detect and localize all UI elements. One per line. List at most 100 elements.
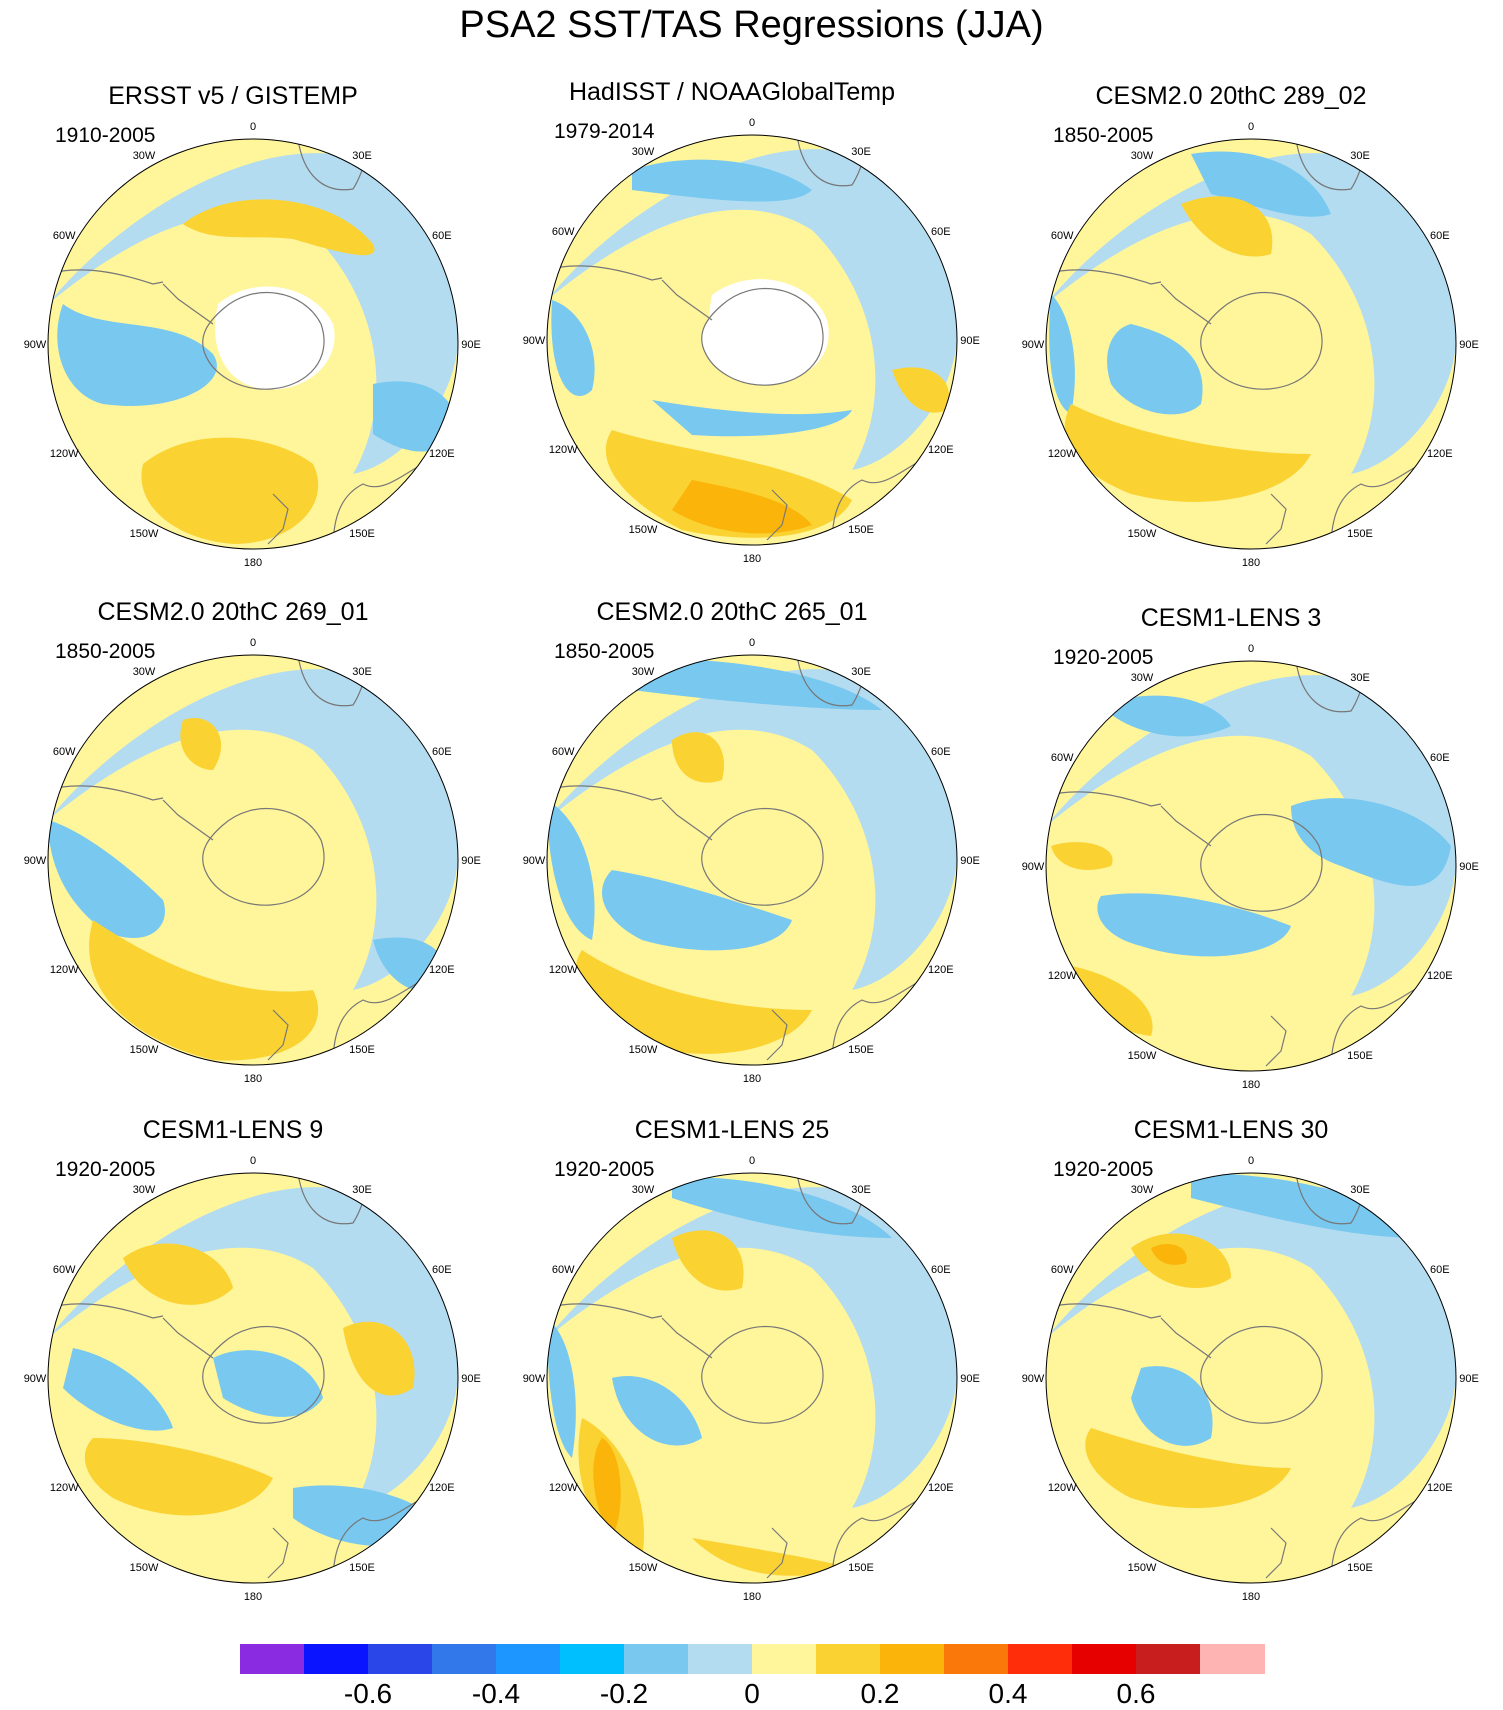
new-zealand-coastline: [1265, 493, 1287, 545]
longitude-label: 60E: [432, 1264, 452, 1276]
sst-contour-region: [672, 480, 812, 534]
panel-title: CESM1-LENS 9: [142, 1116, 324, 1144]
sst-contour-region: [1191, 1173, 1421, 1238]
colorbar-tick-label: 0.2: [860, 1678, 900, 1709]
longitude-label: 30E: [851, 1184, 871, 1196]
longitude-label: 60E: [931, 1264, 951, 1276]
sst-contour-region: [547, 669, 957, 990]
longitude-label: 180: [244, 1073, 262, 1085]
sst-contour-region: [547, 149, 957, 470]
map-border: [1045, 138, 1457, 550]
longitude-label: 90W: [523, 855, 546, 867]
sst-contour-region: [343, 1321, 415, 1396]
longitude-label: 120W: [50, 1482, 79, 1494]
sst-contour-region: [1151, 1243, 1187, 1265]
longitude-label: 30E: [352, 666, 372, 678]
sst-contour-region: [215, 286, 335, 390]
longitude-label: 120W: [549, 964, 578, 976]
panel-period: 1850-2005: [1053, 124, 1154, 147]
longitude-label: 120E: [928, 964, 954, 976]
longitude-label: 0: [1248, 643, 1254, 655]
colorbar-tick-label: 0.4: [988, 1678, 1028, 1709]
sst-contour-region: [213, 1350, 323, 1417]
map-panel: CESM2.0 20thC 289_02 1850-2005 0 30E 60E 90E 1…: [1016, 82, 1479, 572]
colorbar-swatch: [1136, 1644, 1201, 1674]
sst-contour-region: [1085, 1428, 1291, 1508]
longitude-label: 30W: [133, 1184, 156, 1196]
panel-title: CESM1-LENS 30: [1133, 1116, 1329, 1144]
longitude-label: 90W: [24, 855, 47, 867]
antarctic-peninsula: [1160, 805, 1212, 847]
sst-contour-region: [180, 718, 222, 770]
sst-contour-region: [547, 1187, 957, 1508]
polar-map: 0 30E 60E 90E 120E 150E 180 150W 120W 90W 60W 30W: [1022, 1155, 1479, 1603]
longitude-label: 90W: [523, 335, 546, 347]
sst-contour-region: [692, 1538, 852, 1576]
sst-contour-region: [547, 1318, 576, 1458]
sst-contour-region: [1046, 153, 1456, 474]
longitude-label: 90E: [1459, 861, 1479, 873]
polar-map: 0 30E 60E 90E 120E 150E 180 150W 120W 90W 60W 30W: [523, 1155, 980, 1603]
map-border: [546, 134, 958, 546]
longitude-label: 30W: [1131, 672, 1154, 684]
new-zealand-coastline: [267, 1009, 289, 1061]
longitude-label: 90W: [523, 1373, 546, 1385]
antarctic-peninsula: [162, 283, 214, 325]
map-panel: CESM2.0 20thC 265_01 1850-2005 0 30E 60E 90E 1…: [517, 598, 980, 1088]
panel-period: 1850-2005: [55, 640, 156, 663]
panel-title: CESM2.0 20thC 265_01: [596, 598, 868, 626]
map-border: [546, 654, 958, 1066]
longitude-label: 30W: [632, 146, 655, 158]
colorbar-tick-label: 0: [744, 1678, 760, 1709]
panel-title: CESM2.0 20thC 269_01: [97, 598, 369, 626]
colorbar: [240, 1644, 1265, 1674]
longitude-label: 180: [1242, 1079, 1260, 1091]
colorbar-tick-label: -0.2: [599, 1678, 649, 1709]
longitude-label: 150E: [349, 1044, 375, 1056]
sst-contour-region: [57, 304, 217, 406]
colorbar-swatch: [496, 1644, 561, 1674]
sst-contour-region: [1181, 196, 1273, 257]
colorbar-swatch: [944, 1644, 1009, 1674]
longitude-label: 120E: [928, 444, 954, 456]
map-panel: ERSST v5 / GISTEMP 1910-2005 0 30E 60E 90E 120…: [18, 82, 481, 572]
map-border: [47, 138, 459, 550]
sst-contour-region: [1107, 324, 1203, 415]
longitude-label: 150W: [1128, 528, 1157, 540]
longitude-label: 120E: [429, 1482, 455, 1494]
longitude-label: 180: [1242, 1591, 1260, 1603]
sst-contour-region: [547, 800, 595, 940]
panel-period: 1920-2005: [1053, 1158, 1154, 1181]
longitude-label: 30W: [632, 1184, 655, 1196]
map-panel: CESM1-LENS 9 1920-2005 0 30E 60E 90E 120E 150E 1…: [18, 1116, 481, 1606]
longitude-label: 90E: [1459, 339, 1479, 351]
longitude-label: 150E: [848, 1044, 874, 1056]
longitude-label: 30E: [352, 150, 372, 162]
sst-contour-region: [183, 199, 375, 256]
sst-contour-region: [672, 732, 724, 783]
antarctica-coastline: [202, 807, 325, 906]
sst-contour-region: [1101, 695, 1231, 737]
sst-contour-region: [612, 1376, 702, 1446]
longitude-label: 150W: [629, 1044, 658, 1056]
antarctic-peninsula: [1160, 283, 1212, 325]
new-zealand-coastline: [766, 1527, 788, 1579]
antarctic-peninsula: [162, 1317, 214, 1359]
longitude-label: 150W: [1128, 1562, 1157, 1574]
longitude-label: 60W: [1051, 752, 1074, 764]
sst-contour-region: [1051, 842, 1113, 870]
longitude-label: 120W: [50, 964, 79, 976]
colorbar-swatch: [1072, 1644, 1137, 1674]
sst-contour-region: [1049, 294, 1075, 414]
longitude-label: 120W: [1048, 448, 1077, 460]
longitude-label: 30W: [632, 666, 655, 678]
longitude-label: 150E: [349, 1562, 375, 1574]
sst-contour-region: [1071, 966, 1153, 1036]
map-border: [47, 1172, 459, 1584]
map-panel: CESM2.0 20thC 269_01 1850-2005 0 30E 60E 90E 1…: [18, 598, 481, 1088]
panel-period: 1920-2005: [554, 1158, 655, 1181]
longitude-label: 180: [743, 1073, 761, 1085]
antarctica-coastline: [701, 287, 824, 386]
longitude-label: 60W: [1051, 1264, 1074, 1276]
longitude-label: 90E: [1459, 1373, 1479, 1385]
